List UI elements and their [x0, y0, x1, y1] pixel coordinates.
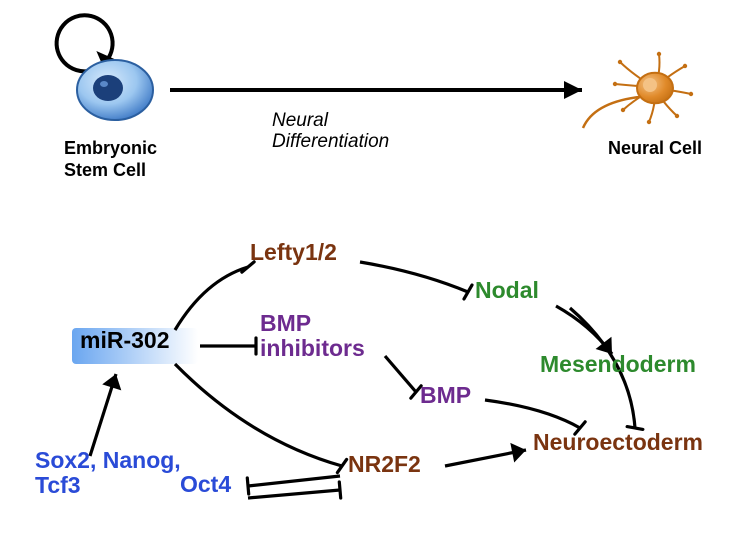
dendrite-tip: [689, 92, 693, 96]
dendrite-tip: [657, 52, 661, 56]
dendrite-tip: [683, 64, 687, 68]
differentiation-label: Neural: [272, 110, 328, 132]
node-Nodal: Nodal: [475, 277, 539, 304]
edge-NR2F2-Oct4: [248, 476, 340, 486]
dendrite-tip: [647, 120, 651, 124]
node-NR2F2: NR2F2: [348, 451, 421, 478]
node-BMPinh: BMP: [260, 310, 311, 337]
stem-cell-nucleus: [93, 75, 123, 101]
node-BMP: BMP: [420, 382, 471, 409]
dendrite-tip: [613, 82, 617, 86]
stem-cell-label: Embryonic: [64, 138, 157, 159]
neural-cell-label: Neural Cell: [608, 138, 702, 159]
node-Lefty12: Lefty1/2: [250, 239, 337, 266]
stem-cell-nucleus-highlight: [100, 81, 108, 87]
node-SoxNanogTcf3: Sox2, Nanog,: [35, 447, 181, 474]
axon: [583, 96, 649, 128]
node-Mesendoderm: Mesendoderm: [540, 351, 696, 378]
dendrite-tip: [618, 60, 622, 64]
dendrite-tip: [621, 108, 625, 112]
edge-miR302-NR2F2: [175, 364, 342, 466]
node-miR302: miR-302: [80, 327, 169, 354]
edge-Oct4-NR2F2: [248, 490, 340, 498]
edge-BMP-Neuroectoderm: [485, 400, 580, 428]
neuron-nucleus: [643, 78, 657, 92]
edge-BMPinh-BMP: [385, 356, 416, 392]
node-SoxNanogTcf3: Tcf3: [35, 472, 81, 499]
edge-Lefty12-Nodal: [360, 262, 468, 292]
node-Neuroectoderm: Neuroectoderm: [533, 429, 703, 456]
differentiation-label: Differentiation: [272, 131, 389, 153]
dendrite-tip: [675, 114, 679, 118]
arrowhead: [510, 443, 526, 463]
inhibit-bar: [339, 482, 340, 498]
node-Oct4: Oct4: [180, 471, 231, 498]
edge-miR302-Lefty12: [175, 267, 248, 330]
inhibit-bar: [247, 478, 248, 494]
node-BMPinh: inhibitors: [260, 335, 365, 362]
stem-cell-label: Stem Cell: [64, 160, 146, 181]
differentiation-arrow-head: [564, 81, 582, 99]
